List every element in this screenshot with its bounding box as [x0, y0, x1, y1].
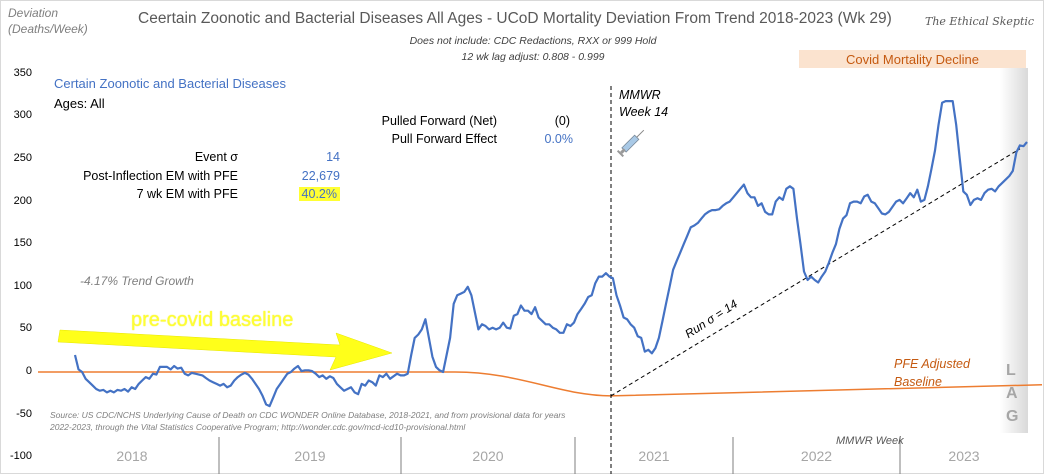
y-tick-label: 50	[19, 322, 32, 335]
annotation-line: Week 14	[619, 105, 669, 119]
annotation-line: MMWR	[619, 88, 661, 102]
annotation-line: Baseline	[894, 375, 942, 389]
lag-letter: G	[1006, 408, 1019, 425]
pre-covid-label: pre-covid baseline	[131, 309, 294, 331]
y-tick-label: 200	[13, 194, 32, 207]
covid-decline-band: Covid Mortality Decline	[799, 50, 1026, 68]
syringe-icon	[616, 129, 645, 158]
year-dividers	[218, 437, 901, 474]
y-tick-label: -100	[9, 450, 32, 463]
source-note: Source: US CDC/NCHS Underlying Cause of …	[50, 409, 565, 433]
x-tick-year: 2019	[294, 448, 326, 464]
mmwr-week14-annotation: MMWR Week 14	[619, 87, 668, 121]
chart-title: Ceertain Zoonotic and Bacterial Diseases…	[138, 10, 892, 27]
pre-covid-arrow	[57, 329, 393, 371]
y-tick-label: 0	[25, 365, 32, 377]
stat-label: 7 wk EM with PFE	[136, 187, 238, 201]
lag-letter: A	[1006, 385, 1018, 402]
x-axis-label: MMWR Week	[836, 435, 904, 447]
x-tick-year: 2023	[948, 448, 980, 464]
stat-value: 14	[326, 150, 340, 164]
y-axis-label-line: (Deaths/Week)	[8, 22, 88, 36]
y-tick-label: 300	[13, 109, 32, 122]
stat-value: 22,679	[301, 169, 340, 183]
source-line: 2022-2023, through the Vital Statistics …	[50, 422, 466, 432]
annotation-line: PFE Adjusted	[894, 357, 970, 371]
x-tick-year: 2022	[800, 448, 833, 464]
stat-value: (0)	[554, 114, 570, 128]
highlight-value: 40.2%	[298, 187, 340, 201]
stat-value-highlight: 40.2%	[280, 187, 340, 201]
stat-label: Event σ	[194, 150, 238, 164]
pfe-baseline-line	[38, 371, 1043, 397]
subtitle-line: 12 wk lag adjust: 0.808 - 0.999	[461, 51, 605, 63]
stat-label: Post-Inflection EM with PFE	[83, 169, 238, 183]
y-tick-label: 250	[13, 152, 32, 164]
x-tick-year: 2020	[472, 448, 504, 464]
x-tick-year: 2018	[116, 448, 148, 464]
series-label: Certain Zoonotic and Bacterial Diseases	[54, 76, 286, 91]
y-axis-label: Deviation (Deaths/Week)	[8, 5, 88, 37]
ages-label: Ages: All	[54, 96, 105, 111]
brand-logo: The Ethical Skeptic	[925, 15, 1035, 28]
stat-label: Pulled Forward (Net)	[381, 114, 497, 128]
stat-label: Pull Forward Effect	[391, 132, 497, 146]
run-sigma-trend-line	[610, 148, 1021, 397]
y-tick-label: 150	[13, 237, 32, 250]
y-tick-label: -50	[16, 407, 32, 420]
stat-value: 0.0%	[544, 132, 574, 146]
deviation-series-line	[73, 99, 1028, 408]
source-line: Source: US CDC/NCHS Underlying Cause of …	[50, 410, 566, 420]
subtitle-line: Does not include: CDC Redactions, RXX or…	[409, 35, 657, 47]
y-axis-label-line: Deviation	[8, 6, 59, 20]
lag-letter: L	[1006, 362, 1016, 379]
y-tick-label: 100	[13, 279, 32, 292]
x-tick-year: 2021	[638, 448, 670, 464]
lag-band	[1000, 68, 1028, 433]
trend-growth-label: -4.17% Trend Growth	[80, 274, 194, 288]
pfe-baseline-label: PFE Adjusted Baseline	[894, 355, 970, 391]
y-tick-label: 350	[13, 66, 32, 79]
